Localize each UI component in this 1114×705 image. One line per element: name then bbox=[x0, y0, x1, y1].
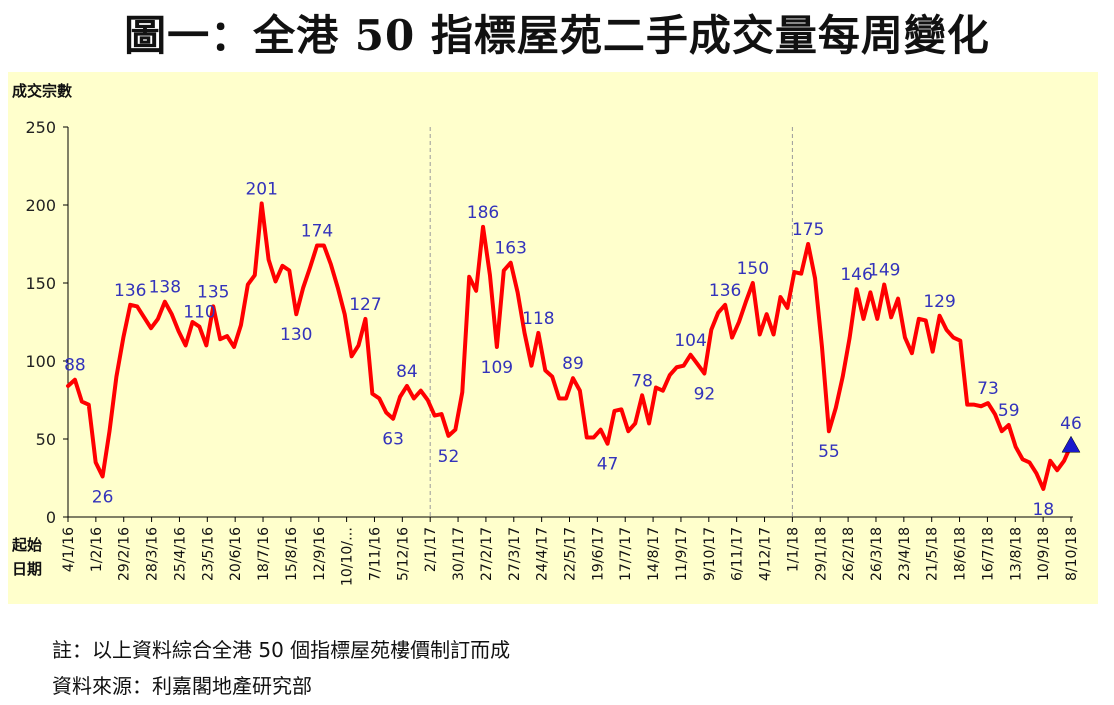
data-label: 89 bbox=[562, 354, 584, 374]
data-label: 136 bbox=[709, 281, 741, 301]
x-tick-label: 17/7/17 bbox=[618, 527, 634, 581]
data-label: 88 bbox=[64, 356, 86, 376]
chart-title: 圖一：全港 50 指標屋苑二手成交量每周變化 bbox=[124, 11, 990, 60]
y-axis-title: 成交宗數 bbox=[12, 82, 72, 100]
x-axis-title-line2: 日期 bbox=[12, 560, 42, 578]
y-tick-label: 250 bbox=[25, 118, 56, 137]
x-tick-label: 26/2/18 bbox=[841, 527, 857, 581]
data-label: 127 bbox=[349, 295, 381, 315]
data-label: 18 bbox=[1033, 500, 1055, 520]
data-label: 59 bbox=[998, 401, 1020, 421]
x-tick-label: 15/8/16 bbox=[284, 527, 300, 581]
data-label: 149 bbox=[868, 261, 900, 281]
x-tick-label: 20/6/16 bbox=[228, 527, 244, 581]
data-label: 150 bbox=[737, 259, 769, 279]
data-label: 201 bbox=[245, 179, 277, 199]
x-tick-label: 28/3/16 bbox=[145, 527, 161, 581]
data-label: 110 bbox=[183, 303, 215, 323]
x-tick-label: 29/1/18 bbox=[813, 527, 829, 581]
data-label: 146 bbox=[840, 265, 872, 285]
x-tick-label: 24/4/17 bbox=[535, 527, 551, 581]
y-tick-label: 50 bbox=[36, 430, 56, 449]
x-tick-label: 1/2/16 bbox=[89, 527, 105, 572]
x-tick-label: 9/10/17 bbox=[702, 527, 718, 581]
data-label: 73 bbox=[977, 379, 999, 399]
data-label: 63 bbox=[382, 430, 404, 450]
x-tick-label: 21/5/18 bbox=[925, 527, 941, 581]
data-label: 78 bbox=[631, 371, 653, 391]
data-label: 26 bbox=[92, 487, 114, 507]
x-tick-label: 23/5/16 bbox=[200, 527, 216, 581]
x-tick-label: 27/2/17 bbox=[479, 527, 495, 581]
data-label: 84 bbox=[396, 362, 418, 382]
data-label: 186 bbox=[467, 203, 499, 223]
data-label: 174 bbox=[301, 222, 333, 242]
x-tick-label: 23/4/18 bbox=[897, 527, 913, 581]
data-label: 109 bbox=[481, 358, 513, 378]
x-tick-label: 16/7/18 bbox=[980, 527, 996, 581]
x-tick-label: 26/3/18 bbox=[869, 527, 885, 581]
footnote: 註：以上資料綜合全港 50 個指標屋苑樓價制訂而成 bbox=[52, 638, 511, 662]
data-label: 138 bbox=[149, 278, 181, 298]
x-tick-label: 6/11/17 bbox=[730, 527, 746, 581]
x-tick-label: 27/3/17 bbox=[507, 527, 523, 581]
line-chart: 成交宗數 起始 日期 0 50 100 150 200 250 4/1/16 1/2/16 2… bbox=[11, 82, 1082, 586]
data-label: 55 bbox=[818, 442, 840, 462]
x-tick-label: 10/9/18 bbox=[1036, 527, 1052, 581]
x-tick-label: 5/12/16 bbox=[395, 527, 411, 581]
data-label: 135 bbox=[197, 282, 229, 302]
y-tick-label: 0 bbox=[46, 508, 56, 527]
data-label: 46 bbox=[1060, 414, 1082, 434]
x-tick-label: 18/6/18 bbox=[953, 527, 969, 581]
data-label: 129 bbox=[923, 292, 955, 312]
data-label: 163 bbox=[494, 239, 526, 259]
x-tick-label: 19/6/17 bbox=[590, 527, 606, 581]
data-label: 104 bbox=[674, 331, 706, 351]
plot-area: 成交宗數 起始 日期 0 50 100 150 200 250 4/1/16 1/2/16 2… bbox=[8, 72, 1098, 604]
x-tick-label: 7/11/16 bbox=[367, 527, 383, 581]
data-label: 92 bbox=[694, 384, 716, 404]
y-tick-label: 150 bbox=[25, 274, 56, 293]
x-tick-label: 2/1/17 bbox=[423, 527, 439, 572]
x-axis-title-line1: 起始 bbox=[11, 536, 42, 554]
x-tick-label: 1/1/18 bbox=[785, 527, 801, 572]
data-label: 47 bbox=[597, 455, 619, 475]
data-label: 118 bbox=[522, 309, 554, 329]
y-tick-label: 100 bbox=[25, 352, 56, 371]
x-tick-label: 11/9/17 bbox=[674, 527, 690, 581]
x-tick-label: 8/10/18 bbox=[1064, 527, 1080, 581]
x-tick-label: 4/12/17 bbox=[758, 527, 774, 581]
y-tick-label: 200 bbox=[25, 196, 56, 215]
x-tick-label: 29/2/16 bbox=[117, 527, 133, 581]
source-note: 資料來源：利嘉閣地產研究部 bbox=[52, 674, 312, 698]
latest-point-marker bbox=[1061, 435, 1081, 453]
x-tick-label: 25/4/16 bbox=[172, 527, 188, 581]
x-tick-label: 14/8/17 bbox=[646, 527, 662, 581]
data-label: 175 bbox=[792, 220, 824, 240]
x-tick-label: 4/1/16 bbox=[61, 527, 77, 572]
data-label: 130 bbox=[280, 325, 312, 345]
x-tick-label: 18/7/16 bbox=[256, 527, 272, 581]
x-tick-label: 12/9/16 bbox=[312, 527, 328, 581]
series-line bbox=[66, 201, 1073, 491]
x-tick-label: 22/5/17 bbox=[563, 527, 579, 581]
x-tick-label: 13/8/18 bbox=[1008, 527, 1024, 581]
data-label: 52 bbox=[438, 447, 460, 467]
x-tick-label: 30/1/17 bbox=[451, 527, 467, 581]
x-tick-label: 10/10/… bbox=[340, 527, 356, 586]
data-label: 136 bbox=[114, 281, 146, 301]
